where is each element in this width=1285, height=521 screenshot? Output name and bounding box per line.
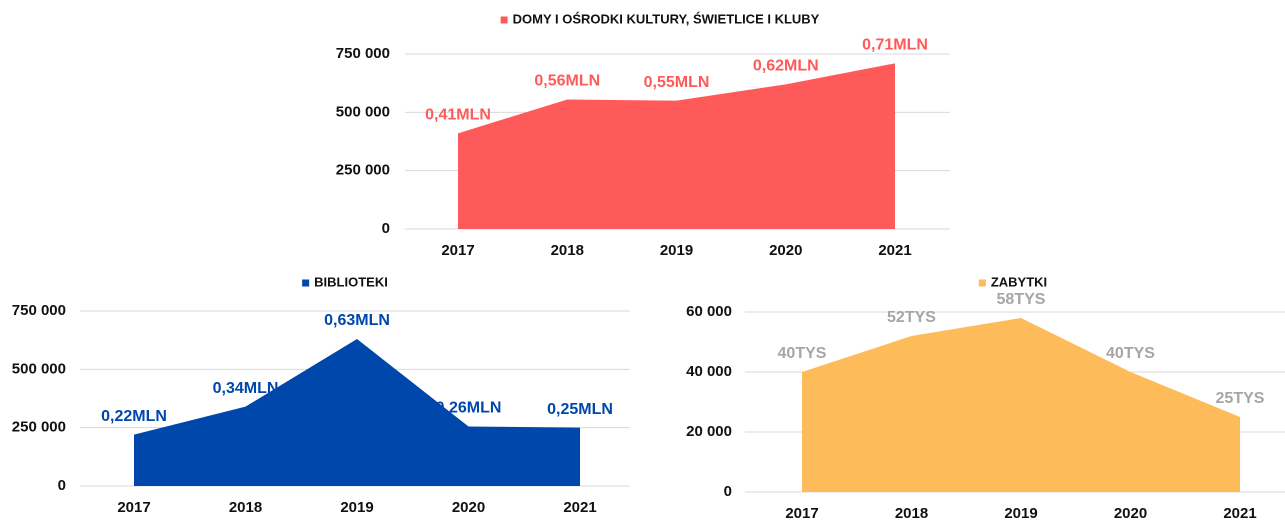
x-tick-label: 2019 xyxy=(340,499,373,516)
x-tick-label: 2021 xyxy=(563,499,596,516)
data-label: 25TYS xyxy=(1216,390,1265,407)
y-tick-label: 750 000 xyxy=(12,302,66,319)
data-label: 0,25MLN xyxy=(547,401,613,418)
legend-swatch xyxy=(500,16,508,24)
y-tick-label: 500 000 xyxy=(336,103,390,120)
area xyxy=(802,318,1240,492)
data-label: 0,34MLN xyxy=(213,380,279,397)
x-tick-label: 2018 xyxy=(551,242,584,259)
x-tick-label: 2021 xyxy=(878,242,911,259)
data-label: 0,26MLN xyxy=(436,400,502,417)
y-tick-label: 0 xyxy=(724,483,732,500)
x-tick-label: 2021 xyxy=(1223,505,1256,521)
legend-swatch xyxy=(978,279,986,287)
y-tick-label: 750 000 xyxy=(336,45,390,62)
data-label: 0,63MLN xyxy=(324,312,390,329)
x-tick-label: 2018 xyxy=(895,505,928,521)
legend-label: DOMY I OŚRODKI KULTURY, ŚWIETLICE I KLUB… xyxy=(513,11,820,26)
data-label: 58TYS xyxy=(997,291,1046,308)
area xyxy=(458,63,895,230)
y-tick-label: 250 000 xyxy=(12,419,66,436)
legend-label: ZABYTKI xyxy=(991,274,1047,289)
y-tick-label: 60 000 xyxy=(686,303,732,320)
x-tick-label: 2019 xyxy=(1004,505,1037,521)
legend-swatch xyxy=(302,279,310,287)
data-label: 40TYS xyxy=(1106,345,1155,362)
x-tick-label: 2020 xyxy=(769,242,802,259)
data-label: 0,71MLN xyxy=(862,37,928,54)
data-label: 0,55MLN xyxy=(644,74,710,91)
x-tick-label: 2017 xyxy=(117,499,150,516)
data-label: 52TYS xyxy=(887,309,936,326)
y-tick-label: 40 000 xyxy=(686,363,732,380)
data-label: 0,22MLN xyxy=(101,408,167,425)
y-tick-label: 250 000 xyxy=(336,162,390,179)
x-tick-label: 2017 xyxy=(785,505,818,521)
area xyxy=(134,339,580,486)
y-tick-label: 0 xyxy=(382,220,390,237)
y-tick-label: 20 000 xyxy=(686,423,732,440)
y-tick-label: 0 xyxy=(58,477,66,494)
x-tick-label: 2017 xyxy=(441,242,474,259)
x-tick-label: 2020 xyxy=(452,499,485,516)
x-tick-label: 2020 xyxy=(1114,505,1147,521)
data-label: 0,41MLN xyxy=(425,107,491,124)
data-label: 0,62MLN xyxy=(753,58,819,75)
data-label: 40TYS xyxy=(778,345,827,362)
x-tick-label: 2019 xyxy=(660,242,693,259)
data-label: 0,56MLN xyxy=(534,73,600,90)
y-tick-label: 500 000 xyxy=(12,360,66,377)
x-tick-label: 2018 xyxy=(229,499,262,516)
legend-label: BIBLIOTEKI xyxy=(314,274,388,289)
